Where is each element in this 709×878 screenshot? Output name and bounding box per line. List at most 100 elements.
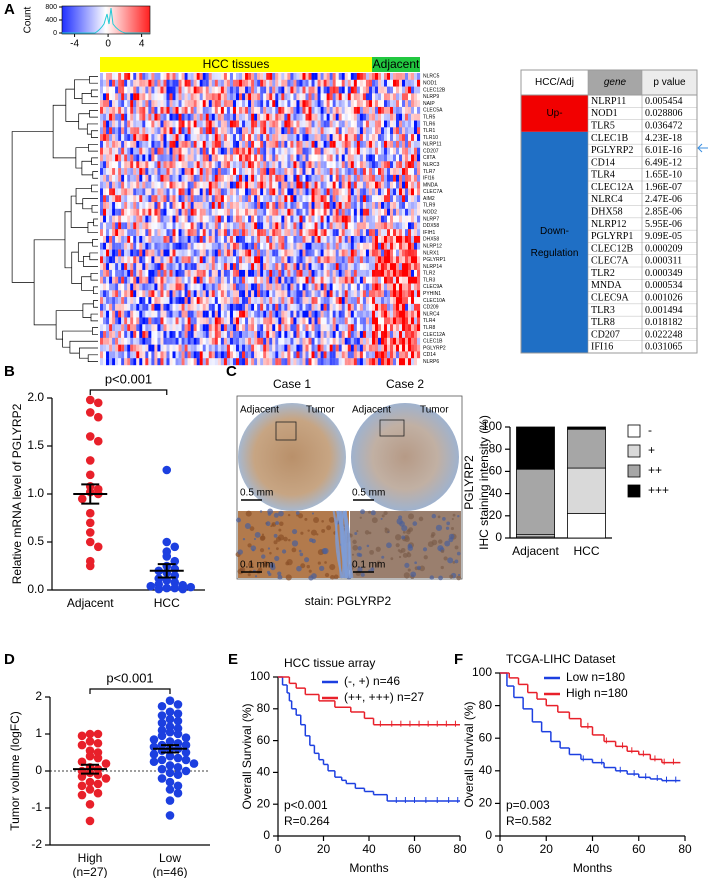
heatmap-cell [414, 276, 418, 284]
heatmap-cell [272, 249, 276, 257]
heatmap-cell [359, 242, 363, 250]
heatmap-cell [211, 113, 215, 121]
heatmap-cell [142, 351, 146, 359]
heatmap-cell [381, 276, 385, 284]
heatmap-cell [293, 310, 297, 318]
heatmap-cell [151, 79, 155, 87]
heatmap-cell [350, 263, 354, 271]
heatmap-cell [199, 269, 203, 277]
heatmap-cell [393, 242, 397, 250]
heatmap-cell [384, 188, 388, 196]
heatmap-cell [242, 263, 246, 271]
heatmap-cell [205, 303, 209, 311]
heatmap-cell [320, 106, 324, 114]
heatmap-cell [124, 120, 128, 128]
heatmap-cell [199, 324, 203, 332]
heatmap-cell [115, 215, 119, 223]
heatmap-cell [399, 140, 403, 148]
heatmap-cell [109, 276, 113, 284]
heatmap-cell [323, 93, 327, 101]
heatmap-cell [335, 134, 339, 142]
heatmap-cell [232, 263, 237, 271]
heatmap-cell [133, 127, 137, 135]
heatmap-cell [308, 256, 312, 264]
heatmap-cell [347, 127, 351, 135]
heatmap-cell [151, 290, 155, 298]
heatmap-cell [112, 351, 116, 359]
heatmap-cell [136, 310, 140, 318]
heatmap-cell [266, 269, 270, 277]
heatmap-cell [323, 351, 327, 359]
heatmap-cell [311, 331, 315, 339]
heatmap-cell [205, 263, 209, 271]
heatmap-cell [145, 127, 149, 135]
heatmap-cell [378, 242, 382, 250]
heatmap-cell [344, 297, 348, 305]
heatmap-cell [411, 140, 415, 148]
heatmap-cell [217, 242, 221, 250]
heatmap-cell [375, 331, 379, 339]
heatmap-cell [208, 86, 212, 94]
heatmap-cell [411, 249, 415, 257]
heatmap-cell [239, 324, 243, 332]
heatmap-cell [187, 324, 191, 332]
heatmap-cell [136, 215, 140, 223]
heatmap-cell [112, 93, 116, 101]
heatmap-cell [302, 344, 306, 352]
heatmap-cell [372, 235, 376, 243]
heatmap-cell [272, 168, 276, 176]
heatmap-cell [290, 283, 294, 291]
heatmap-cell [109, 256, 113, 264]
heatmap-cell [169, 174, 173, 182]
heatmap-cell [251, 147, 255, 155]
heatmap-cell [381, 215, 385, 223]
heatmap-cell [408, 351, 412, 359]
heatmap-cell [323, 147, 327, 155]
heatmap-cell [248, 93, 252, 101]
heatmap-cell [175, 79, 179, 87]
heatmap-cell [118, 290, 122, 298]
heatmap-cell [160, 79, 164, 87]
heatmap-cell [387, 256, 391, 264]
heatmap-cell [124, 242, 128, 250]
heatmap-cell [115, 181, 119, 189]
heatmap-cell [266, 317, 270, 325]
heatmap-cell [223, 208, 227, 216]
heatmap-cell [205, 174, 209, 182]
heatmap-cell [375, 303, 379, 311]
heatmap-cell [220, 168, 224, 176]
heatmap-cell [196, 276, 200, 284]
heatmap-cell [296, 331, 300, 339]
heatmap-cell [199, 208, 203, 216]
heatmap-cell [344, 161, 348, 169]
heatmap-cell [190, 324, 194, 332]
heatmap-cell [290, 140, 294, 148]
heatmap-cell [214, 174, 218, 182]
cell-text: PGLYRP1 [591, 231, 633, 242]
heatmap-cell [263, 222, 267, 230]
heatmap-cell [139, 256, 143, 264]
heatmap-cell [160, 297, 164, 305]
heatmap-cell [187, 256, 191, 264]
heatmap-cell [160, 290, 164, 298]
heatmap-cell [154, 263, 158, 271]
heatmap-cell [199, 174, 203, 182]
heatmap-cell [390, 303, 394, 311]
ihc-cell [404, 536, 410, 542]
heatmap-cell [175, 331, 179, 339]
heatmap-cell [217, 120, 221, 128]
heatmap-cell [202, 249, 206, 257]
heatmap-cell [103, 290, 107, 298]
heatmap-cell [368, 324, 373, 332]
heatmap-cell [290, 181, 294, 189]
heatmap-cell [184, 79, 188, 87]
ihc-cell [394, 534, 402, 541]
heatmap-cell [181, 202, 185, 210]
heatmap-cell [263, 86, 267, 94]
heatmap-cell [184, 147, 188, 155]
heatmap-cell [308, 317, 312, 325]
heatmap-cell [205, 276, 209, 284]
heatmap-cell [193, 324, 197, 332]
heatmap-cell [296, 106, 300, 114]
heatmap-cell [127, 222, 131, 230]
